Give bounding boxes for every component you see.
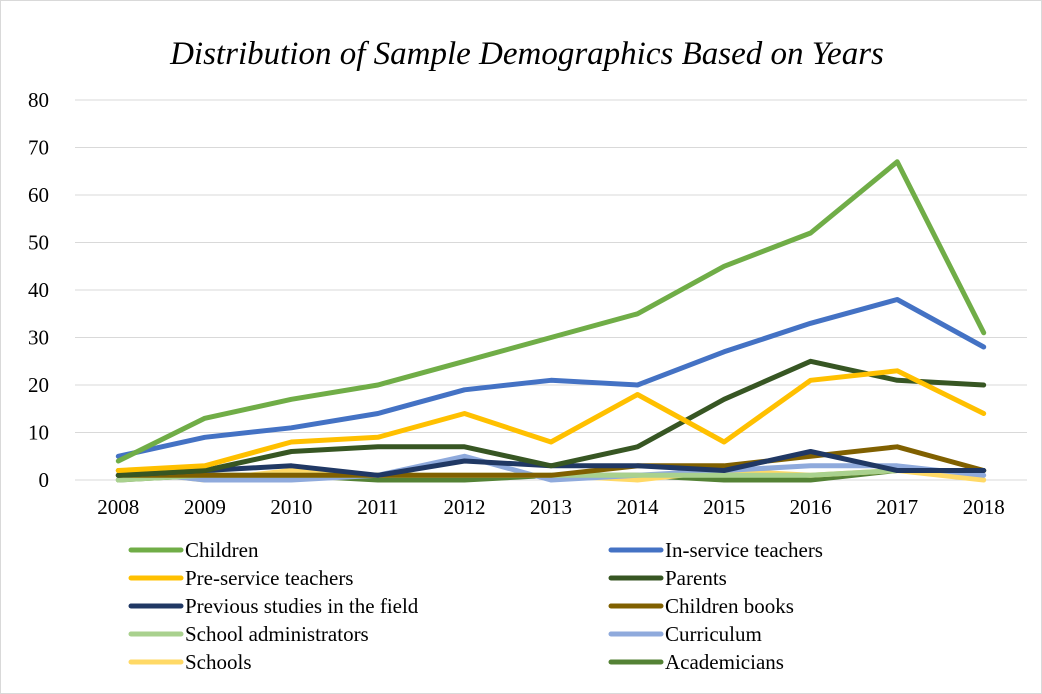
x-tick-label: 2014: [617, 495, 660, 519]
x-axis-tick-labels: 2008 2009 2010 2011 2012 2013 2014 2015 2016 2017…: [97, 495, 1004, 519]
y-tick-label: 40: [28, 278, 49, 302]
y-tick-label: 50: [28, 231, 49, 255]
y-tick-label: 0: [39, 468, 50, 492]
legend-item: Pre-service teachers: [128, 566, 353, 590]
y-tick-label: 10: [28, 421, 49, 445]
x-tick-label: 2018: [963, 495, 1005, 519]
legend-item: Academicians: [608, 650, 784, 674]
series-line-pre-service-teachers: [115, 368, 987, 473]
legend: Children In-service teachers Pre-service t…: [128, 538, 823, 674]
legend-label: Children books: [665, 594, 794, 618]
series-line-children-books: [115, 444, 987, 478]
legend-item: Parents: [608, 566, 727, 590]
series-line-in-service-teachers: [115, 297, 987, 459]
legend-label: Previous studies in the field: [185, 594, 419, 618]
y-tick-label: 70: [28, 136, 49, 160]
legend-item: Children: [128, 538, 259, 562]
x-tick-label: 2016: [790, 495, 832, 519]
y-tick-label: 80: [28, 88, 49, 112]
legend-item: Schools: [128, 650, 252, 674]
legend-label: School administrators: [185, 622, 369, 646]
legend-item: School administrators: [128, 622, 369, 646]
y-tick-label: 30: [28, 326, 49, 350]
legend-item: In-service teachers: [608, 538, 823, 562]
legend-label: Curriculum: [665, 622, 762, 646]
legend-item: Children books: [608, 594, 794, 618]
x-tick-label: 2015: [703, 495, 745, 519]
legend-item: Previous studies in the field: [128, 594, 419, 618]
legend-label: Children: [185, 538, 259, 562]
x-tick-label: 2012: [443, 495, 485, 519]
x-tick-label: 2010: [270, 495, 312, 519]
series-line-parents: [115, 358, 987, 478]
series-lines: [115, 159, 987, 483]
y-tick-label: 60: [28, 183, 49, 207]
legend-label: Schools: [185, 650, 252, 674]
x-tick-label: 2013: [530, 495, 572, 519]
x-tick-label: 2017: [876, 495, 918, 519]
x-tick-label: 2011: [357, 495, 398, 519]
legend-label: Parents: [665, 566, 727, 590]
x-tick-label: 2009: [184, 495, 226, 519]
legend-label: Academicians: [665, 650, 784, 674]
series-line-curriculum: [115, 453, 987, 483]
series-line-children: [115, 159, 987, 464]
legend-label: In-service teachers: [665, 538, 823, 562]
y-axis-tick-labels: 0 10 20 30 40 50 60 70 80: [28, 88, 49, 492]
x-tick-label: 2008: [97, 495, 139, 519]
chart-title: Distribution of Sample Demographics Base…: [169, 36, 884, 72]
legend-item: Curriculum: [608, 622, 762, 646]
gridlines: [75, 99, 1027, 481]
legend-label: Pre-service teachers: [185, 566, 353, 590]
y-tick-label: 20: [28, 373, 49, 397]
